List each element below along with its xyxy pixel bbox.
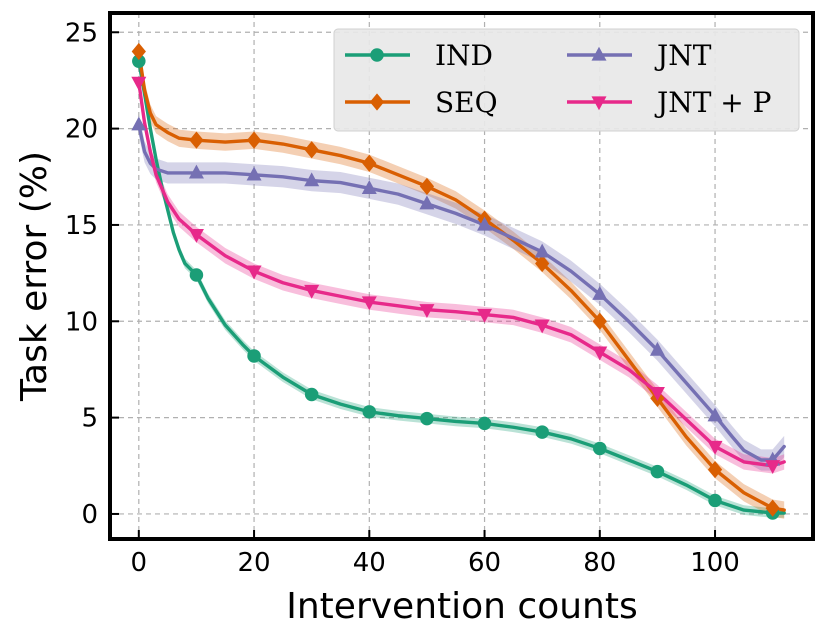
point-jnt: [188, 164, 204, 179]
line-jnt-p: [137, 80, 786, 468]
point-jnt-p: [304, 284, 320, 299]
point-ind: [477, 416, 492, 431]
y-tick-label: 10: [65, 307, 98, 337]
legend-marker-jnt: [591, 46, 607, 61]
point-jnt-p: [534, 319, 550, 334]
point-jnt-p: [765, 460, 781, 475]
point-jnt-p: [477, 308, 493, 323]
band-ind: [138, 56, 785, 518]
legend-marker-ind: [370, 48, 384, 62]
point-seq: [592, 312, 607, 330]
legend: IND SEQ JNT JNT + P: [333, 28, 800, 132]
point-seq: [707, 461, 723, 479]
legend-box: [333, 28, 800, 132]
y-tick-label: 25: [65, 18, 98, 48]
point-jnt: [246, 166, 262, 181]
point-ind: [593, 441, 607, 456]
point-jnt: [592, 286, 608, 300]
axes: 0 20 40 60 80 100 0 5 10 15 20 25: [65, 11, 815, 578]
point-jnt-p: [361, 296, 377, 311]
point-seq: [535, 254, 550, 273]
point-jnt: [304, 172, 320, 187]
x-tick-label: 0: [131, 548, 148, 578]
point-seq: [765, 499, 780, 517]
x-tick-label: 80: [583, 548, 616, 578]
line-ind: [137, 59, 786, 515]
plot-frame: [108, 11, 815, 541]
series-markers: [131, 42, 781, 520]
point-jnt: [131, 116, 147, 131]
point-ind: [362, 405, 377, 419]
point-jnt-p: [592, 346, 608, 361]
x-axis-label: Intervention counts: [286, 586, 638, 627]
point-seq: [304, 141, 319, 159]
point-seq: [419, 177, 435, 196]
legend-label-jnt: JNT: [654, 39, 712, 72]
point-jnt-p: [649, 386, 665, 401]
point-jnt-p: [246, 265, 262, 280]
point-ind: [189, 268, 204, 282]
point-jnt: [649, 341, 665, 356]
point-jnt-p: [188, 228, 204, 243]
legend-label-seq: SEQ: [435, 86, 498, 119]
legend-marker-jnt-p: [591, 96, 607, 111]
point-ind: [132, 54, 146, 68]
point-jnt: [361, 180, 377, 194]
point-seq: [131, 42, 146, 61]
point-jnt: [419, 195, 435, 210]
point-ind: [304, 387, 319, 402]
legend-label-jnt-p: JNT + P: [654, 86, 772, 119]
point-jnt: [707, 407, 723, 422]
point-ind: [247, 349, 261, 363]
point-seq: [246, 131, 262, 149]
point-jnt-p: [419, 304, 435, 318]
legend-label-ind: IND: [435, 39, 493, 72]
point-ind: [708, 493, 722, 508]
point-jnt: [534, 243, 550, 258]
y-tick-label: 20: [65, 115, 98, 145]
line-seq: [137, 49, 786, 512]
point-seq: [189, 131, 204, 149]
band-jnt-p: [138, 74, 785, 474]
point-ind: [535, 425, 549, 439]
y-tick-label: 5: [81, 404, 98, 434]
line-jnt: [137, 123, 786, 462]
legend-marker-seq: [369, 93, 385, 111]
x-tick-label: 100: [690, 548, 740, 578]
y-tick-label: 15: [65, 211, 98, 241]
point-jnt-p: [707, 440, 723, 455]
y-tick-label: 0: [81, 500, 98, 530]
x-tick-label: 60: [468, 548, 501, 578]
point-jnt-p: [131, 76, 147, 91]
x-tick-label: 20: [238, 548, 271, 578]
point-ind: [650, 464, 665, 479]
point-jnt: [477, 216, 493, 231]
y-axis-label: Task error (%): [14, 151, 55, 402]
point-ind: [420, 411, 434, 426]
point-seq: [362, 154, 377, 172]
x-tick-label: 40: [353, 548, 386, 578]
